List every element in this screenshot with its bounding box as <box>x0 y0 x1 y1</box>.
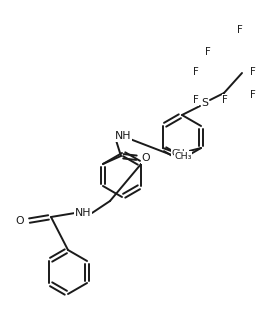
Text: O: O <box>16 216 24 226</box>
Text: CH₃: CH₃ <box>174 152 192 161</box>
Text: F: F <box>193 95 199 105</box>
Text: F: F <box>222 95 228 105</box>
Text: NH: NH <box>115 131 131 141</box>
Text: F: F <box>250 90 256 100</box>
Text: F: F <box>250 67 256 77</box>
Text: O: O <box>142 153 150 163</box>
Text: S: S <box>201 98 209 108</box>
Text: F: F <box>205 47 211 57</box>
Text: F: F <box>193 67 199 77</box>
Text: F: F <box>237 25 243 35</box>
Text: CH₃: CH₃ <box>171 149 189 158</box>
Text: NH: NH <box>75 208 91 218</box>
